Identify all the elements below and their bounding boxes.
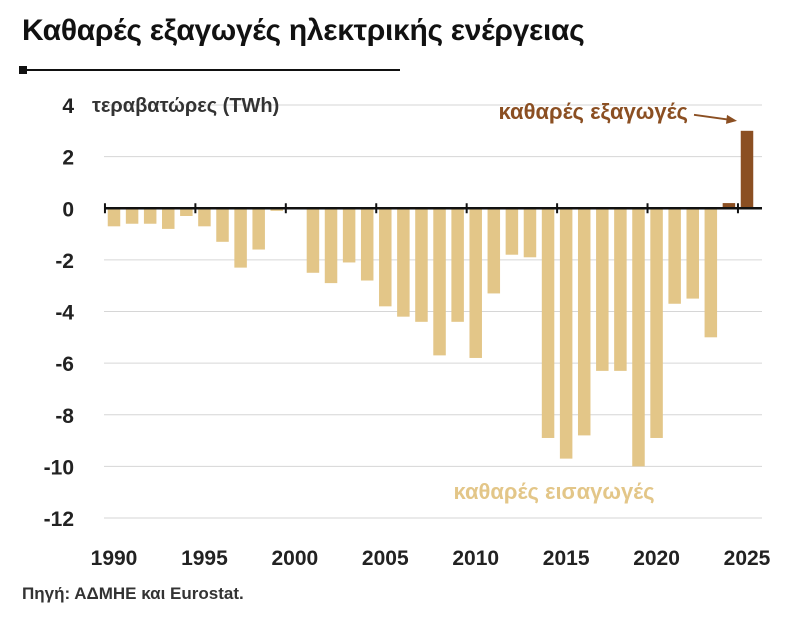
bar-2019 xyxy=(632,208,645,467)
bar-1993 xyxy=(162,208,175,229)
bars xyxy=(107,130,754,467)
bar-2012 xyxy=(505,208,519,255)
bar-2001 xyxy=(306,208,320,273)
exports-arrow-line xyxy=(693,113,731,121)
bar-2021 xyxy=(668,208,681,304)
bar-1995 xyxy=(198,208,211,227)
bar-2016 xyxy=(577,208,591,436)
axes xyxy=(103,203,762,214)
title-underline xyxy=(22,69,400,71)
bar-2024 xyxy=(722,203,736,209)
y-tick-label: -6 xyxy=(55,353,74,376)
bar-2005 xyxy=(379,208,392,307)
bar-2006 xyxy=(397,208,410,317)
bar-1996 xyxy=(216,208,229,242)
bar-2020 xyxy=(650,208,663,438)
y-tick-label: 4 xyxy=(62,95,74,118)
x-tick-label: 2025 xyxy=(724,547,771,570)
chart-title: Καθαρές εξαγωγές ηλεκτρικής ενέργειας xyxy=(22,14,585,47)
bar-1994 xyxy=(180,208,193,216)
bar-2013 xyxy=(523,208,537,258)
y-tick-label: -12 xyxy=(44,508,74,531)
bar-2018 xyxy=(614,208,627,371)
bar-2009 xyxy=(451,208,464,322)
labels: 4 2 0 -2 -4 -6 -8 -10 -12 τεραβατώρες (TWh) 1990 19… xyxy=(44,95,771,570)
bar-2017 xyxy=(596,208,609,371)
bar-1997 xyxy=(234,208,247,268)
x-tick-label: 2020 xyxy=(633,547,680,570)
bar-2007 xyxy=(415,208,428,322)
bar-1992 xyxy=(143,208,157,224)
bar-2015 xyxy=(559,208,573,459)
bar-2004 xyxy=(360,208,374,281)
bar-1990 xyxy=(107,208,121,227)
y-tick-label: -2 xyxy=(55,250,74,273)
exports-arrow-head xyxy=(726,114,737,124)
x-tick-label: 2000 xyxy=(271,547,318,570)
bar-2022 xyxy=(686,208,699,299)
x-tick-label: 1995 xyxy=(181,547,228,570)
bar-2014 xyxy=(541,208,555,438)
source-note: Πηγή: ΑΔΜΗΕ και Eurostat. xyxy=(22,584,244,603)
x-tick-label: 1990 xyxy=(91,547,138,570)
bar-2008 xyxy=(433,208,446,356)
bar-2003 xyxy=(342,208,356,263)
x-tick-label: 2010 xyxy=(452,547,499,570)
x-tick-label: 2005 xyxy=(362,547,409,570)
y-tick-label: -4 xyxy=(55,302,74,325)
bar-2023 xyxy=(704,208,718,338)
gridlines xyxy=(104,104,762,519)
bar-1999 xyxy=(270,208,284,211)
bar-2025 xyxy=(740,130,754,209)
y-tick-label: -10 xyxy=(44,456,74,479)
exports-annotation: καθαρές εξαγωγές xyxy=(499,99,688,124)
bar-1998 xyxy=(252,208,265,250)
bar-2010 xyxy=(469,208,482,358)
y-tick-label: 0 xyxy=(62,198,74,221)
y-tick-label: 2 xyxy=(62,147,74,170)
bar-2002 xyxy=(324,208,338,284)
x-tick-label: 2015 xyxy=(543,547,590,570)
bar-2011 xyxy=(487,208,501,294)
bar-1991 xyxy=(125,208,139,224)
imports-annotation: καθαρές εισαγωγές xyxy=(453,479,654,504)
y-axis-label: τεραβατώρες (TWh) xyxy=(92,95,279,117)
y-tick-label: -8 xyxy=(55,405,74,428)
